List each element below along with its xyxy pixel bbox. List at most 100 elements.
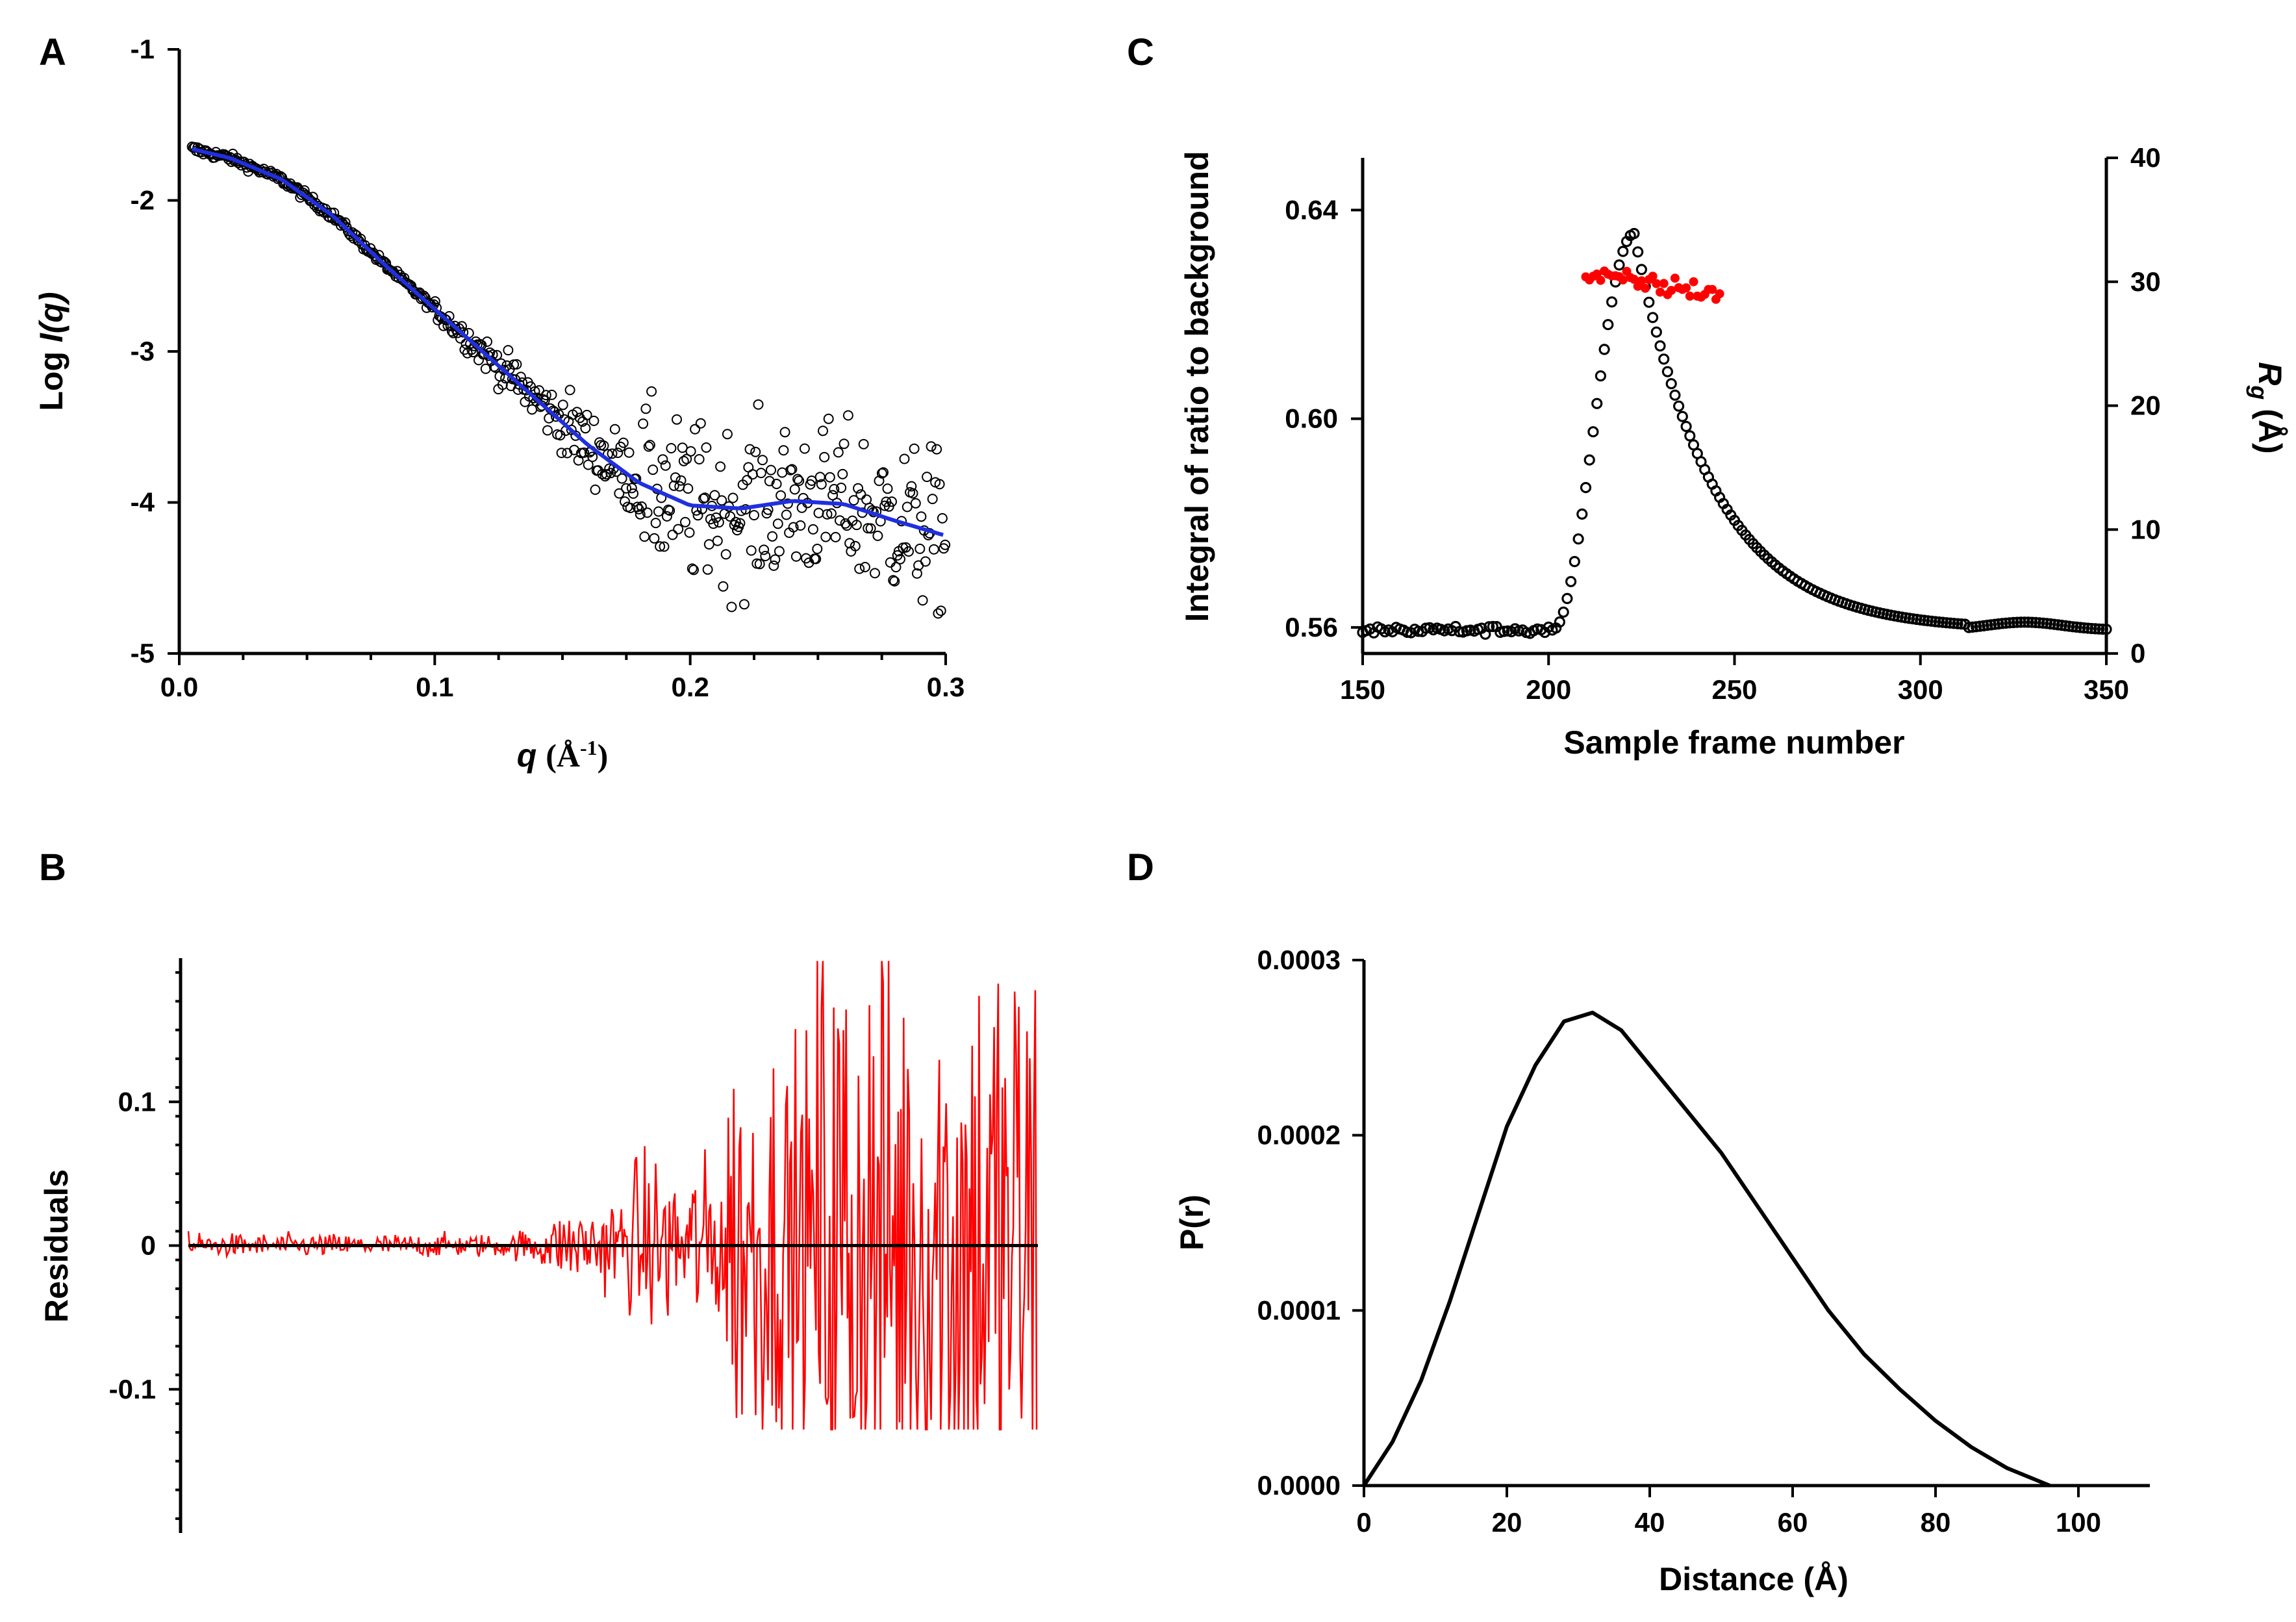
data-point [806, 475, 817, 486]
data-point [480, 363, 491, 374]
x-tick-label: 0.2 [671, 672, 709, 702]
data-point [675, 475, 687, 486]
y-tick-label: -1 [131, 34, 155, 64]
data-point [588, 415, 599, 426]
rg-point [1637, 276, 1646, 286]
data-point [885, 557, 896, 568]
data-point [666, 443, 677, 453]
data-point [614, 488, 625, 499]
data-point [720, 549, 731, 560]
data-point [650, 518, 661, 529]
integral-point [1487, 620, 1498, 633]
data-point [858, 438, 869, 450]
data-point [754, 559, 765, 570]
data-point [848, 495, 859, 506]
data-point [546, 389, 557, 400]
data-point [503, 345, 514, 356]
panel-c-x-title: Sample frame number [1563, 724, 1904, 761]
integral-point [1676, 411, 1688, 422]
data-point [878, 467, 889, 478]
data-point [933, 608, 944, 619]
data-point [677, 442, 688, 453]
integral-point [1635, 264, 1647, 275]
data-point [850, 540, 861, 551]
integral-point [1941, 617, 1952, 629]
data-point [646, 386, 657, 397]
data-point [601, 469, 612, 480]
data-point [515, 372, 526, 383]
x-tick-label: 300 [1898, 674, 1943, 705]
integral-point [2012, 616, 2023, 628]
data-point [643, 441, 654, 452]
x-tick-label: 0 [1356, 1507, 1371, 1538]
data-point [638, 418, 649, 429]
data-point [863, 523, 874, 534]
panel-letter-d: D [1127, 846, 1154, 889]
data-point [764, 475, 775, 487]
integral-point [1580, 481, 1592, 494]
integral-point [2089, 623, 2101, 635]
data-point [792, 474, 803, 485]
data-point [583, 459, 594, 470]
panel-a-y-title: Log I(q) [33, 292, 69, 411]
data-point [621, 483, 632, 494]
data-point [931, 444, 942, 455]
data-point [766, 464, 776, 475]
data-point [917, 595, 928, 606]
integral-point [1632, 246, 1644, 258]
data-point [429, 296, 440, 307]
panel-d: D 0 20 40 60 80 100 0.00030.00020.00010.0000 … [1127, 846, 2150, 1597]
rg-point [1689, 277, 1698, 286]
data-point [438, 320, 449, 331]
data-point [703, 539, 714, 550]
data-point [899, 453, 910, 464]
data-point [609, 424, 620, 435]
data-point [818, 425, 828, 437]
data-point [725, 511, 736, 522]
integral-point [1684, 430, 1696, 442]
data-point [542, 425, 553, 436]
data-point [694, 454, 705, 464]
data-point [788, 522, 799, 533]
data-point [753, 399, 764, 410]
integral-point [2030, 616, 2041, 629]
data-point [771, 479, 782, 489]
data-point [823, 413, 834, 424]
data-point [787, 464, 798, 475]
integral-point [1587, 426, 1599, 438]
integral-point [1647, 312, 1659, 323]
data-point [712, 535, 723, 546]
data-point [715, 461, 726, 472]
data-point [661, 511, 672, 522]
data-point [824, 472, 835, 483]
data-point [833, 447, 844, 458]
data-point [872, 530, 883, 541]
data-point [636, 501, 647, 512]
data-point [836, 483, 847, 493]
data-point [687, 563, 698, 574]
left-tick-label: 0.64 [1285, 194, 1338, 225]
data-point [830, 531, 841, 542]
data-point [581, 409, 592, 420]
integral-point [2034, 617, 2045, 629]
data-point [718, 581, 729, 592]
data-point [888, 575, 899, 586]
x-tick-label: 60 [1778, 1507, 1808, 1538]
panel-c-x-ticks: 150 200 250 300 350 [1340, 653, 2129, 705]
data-point [635, 509, 646, 520]
data-point [572, 407, 583, 418]
y-tick-label: 0.0002 [1257, 1120, 1341, 1150]
integral-point [1572, 533, 1584, 545]
integral-point [1483, 621, 1495, 633]
data-point [903, 546, 914, 557]
data-point [774, 546, 785, 557]
y-tick-label: 0.0001 [1257, 1295, 1341, 1325]
data-point [777, 467, 788, 478]
y-tick-label: 0 [141, 1230, 156, 1261]
panel-a-x-ticks: 0.0 0.1 0.2 0.3 [160, 653, 965, 702]
data-point [826, 508, 837, 519]
data-point [482, 336, 492, 347]
integral-point [2093, 623, 2105, 635]
panel-letter-c: C [1127, 31, 1154, 73]
panel-a-y-title-prefix: Log [33, 342, 69, 411]
